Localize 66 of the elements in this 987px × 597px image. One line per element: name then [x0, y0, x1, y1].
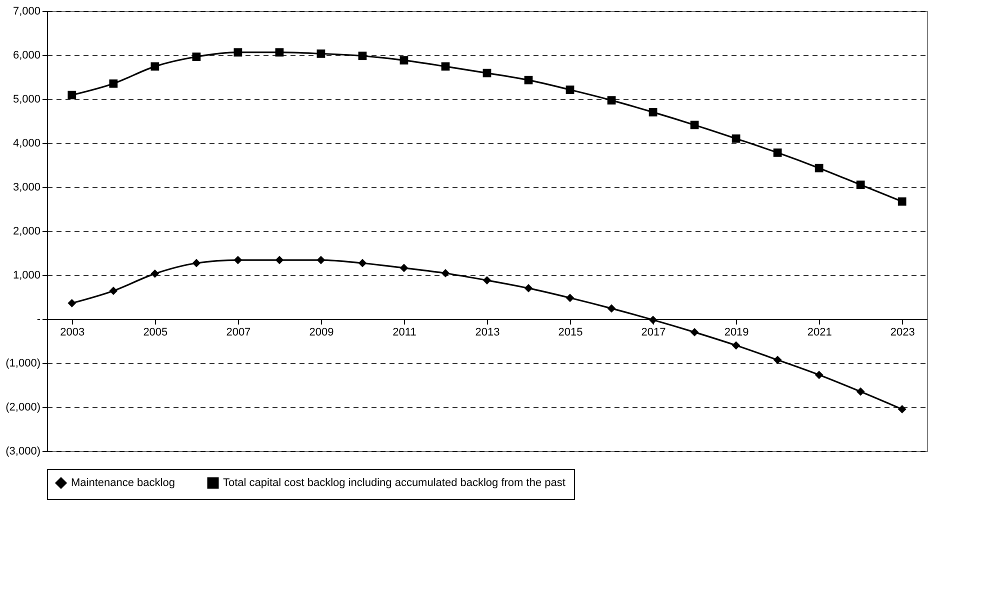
point [234, 48, 242, 57]
point [316, 256, 326, 264]
point [482, 68, 492, 78]
x-tick-label: 2019 [724, 326, 749, 338]
y-tick-label: - [36, 314, 41, 326]
x-tick-label: 2007 [226, 326, 251, 338]
point [607, 96, 616, 105]
x-tick-label: 2003 [60, 326, 85, 338]
legend-label: Total capital cost backlog including accumulated backlog from the past [223, 477, 566, 489]
y-tick-label: (2,000) [6, 402, 40, 414]
point [732, 341, 740, 350]
point [400, 56, 408, 64]
y-tick-label: 4,000 [12, 138, 40, 150]
x-tick-label: 2005 [143, 326, 168, 338]
point [400, 264, 408, 272]
point [814, 370, 824, 380]
point [192, 52, 201, 61]
point [358, 258, 367, 268]
x-tick-label: 2009 [309, 326, 334, 338]
x-tick-label: 2021 [807, 326, 832, 338]
x-tick-label: 2011 [392, 326, 416, 338]
legend-label: Maintenance backlog [71, 477, 175, 489]
point [68, 298, 76, 308]
point [898, 197, 906, 206]
point [275, 48, 284, 57]
point [441, 269, 450, 278]
point [150, 62, 160, 71]
x-tick-label: 2015 [558, 326, 583, 338]
point [648, 108, 658, 116]
point [566, 86, 574, 94]
point [192, 258, 201, 268]
point [690, 120, 699, 130]
point [234, 256, 242, 264]
point [648, 316, 658, 324]
y-tick-label: 2,000 [12, 226, 40, 238]
point [482, 276, 492, 284]
point [109, 79, 118, 88]
point [150, 269, 160, 278]
point [524, 76, 533, 84]
point [856, 180, 865, 189]
y-tick-label: (3,000) [6, 446, 40, 458]
point [856, 387, 865, 396]
y-tick-label: 3,000 [12, 182, 40, 194]
y-tick-label: 6,000 [12, 50, 40, 62]
x-tick-label: 2013 [475, 326, 500, 338]
point [690, 328, 699, 336]
point [773, 148, 782, 157]
point [773, 356, 782, 364]
y-tick-label: 7,000 [12, 6, 40, 18]
point [898, 405, 906, 414]
point [275, 256, 284, 264]
point [732, 134, 740, 143]
point [607, 304, 616, 313]
point [316, 49, 326, 58]
x-tick-label: 2023 [890, 326, 915, 338]
y-tick-label: (1,000) [6, 358, 40, 370]
y-tick-label: 1,000 [12, 270, 40, 282]
x-tick-label: 2017 [641, 326, 666, 338]
point [358, 52, 367, 60]
point [109, 286, 118, 296]
point [566, 294, 574, 302]
point [441, 62, 450, 71]
point [814, 164, 824, 172]
y-tick-label: 5,000 [12, 94, 40, 106]
point [524, 284, 533, 292]
point [68, 90, 76, 100]
